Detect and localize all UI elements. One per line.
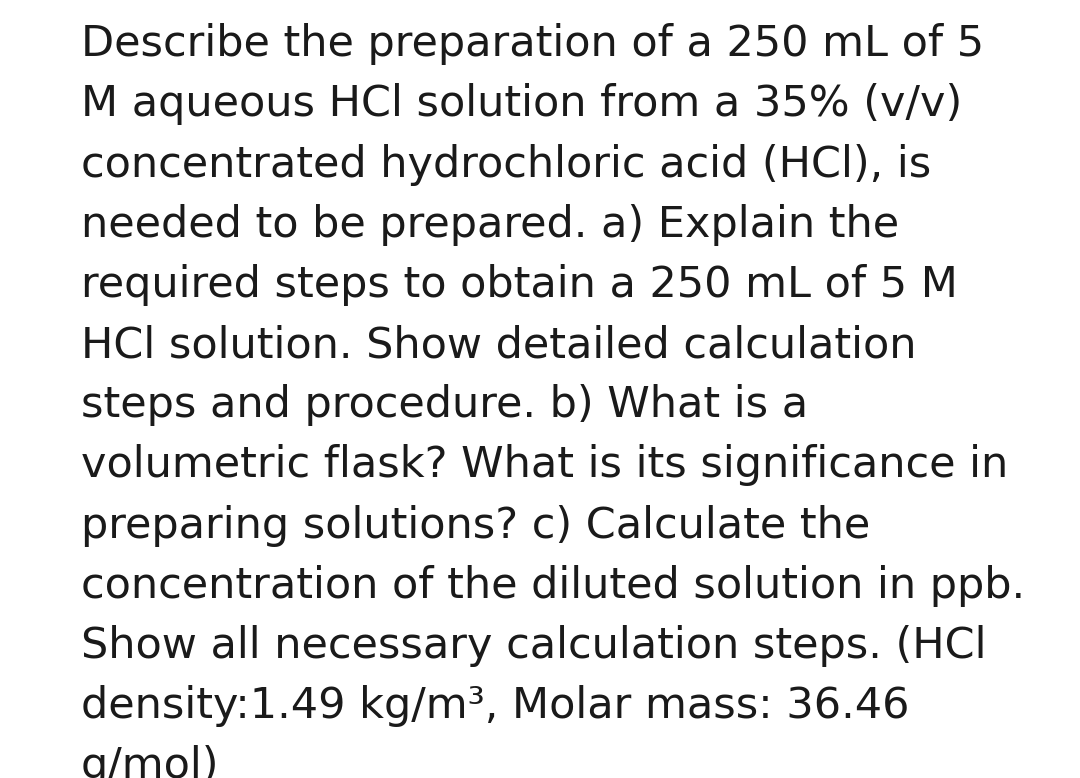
- Text: Describe the preparation of a 250 mL of 5
M aqueous HCl solution from a 35% (v/v: Describe the preparation of a 250 mL of …: [81, 23, 1025, 778]
